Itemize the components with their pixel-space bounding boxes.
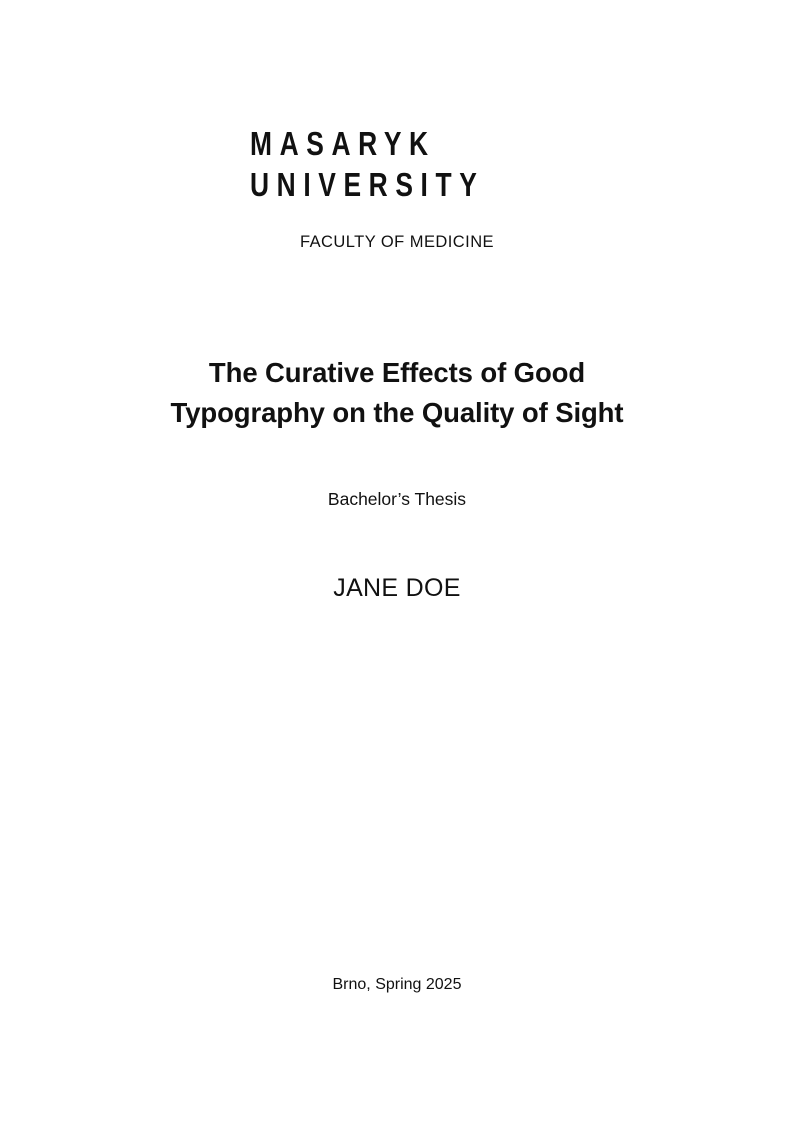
university-logo-wordmark: MASARYK UNIVERSITY xyxy=(250,124,543,204)
author-name: JANE DOE xyxy=(333,574,461,602)
faculty-name: FACULTY OF MEDICINE xyxy=(299,233,495,251)
university-logo-line-masaryk: MASARYK xyxy=(250,125,437,162)
place-and-date: Brno, Spring 2025 xyxy=(332,976,462,993)
thesis-kind: Bachelor’s Thesis xyxy=(327,489,467,509)
thesis-title: The Curative Effects of Good Typography … xyxy=(60,353,734,433)
university-logo: MASARYK UNIVERSITY xyxy=(0,124,794,204)
thesis-title-line-1: The Curative Effects of Good xyxy=(208,357,586,388)
thesis-title-line-2: Typography on the Quality of Sight xyxy=(170,397,624,428)
university-logo-line-university: UNIVERSITY xyxy=(250,166,485,203)
